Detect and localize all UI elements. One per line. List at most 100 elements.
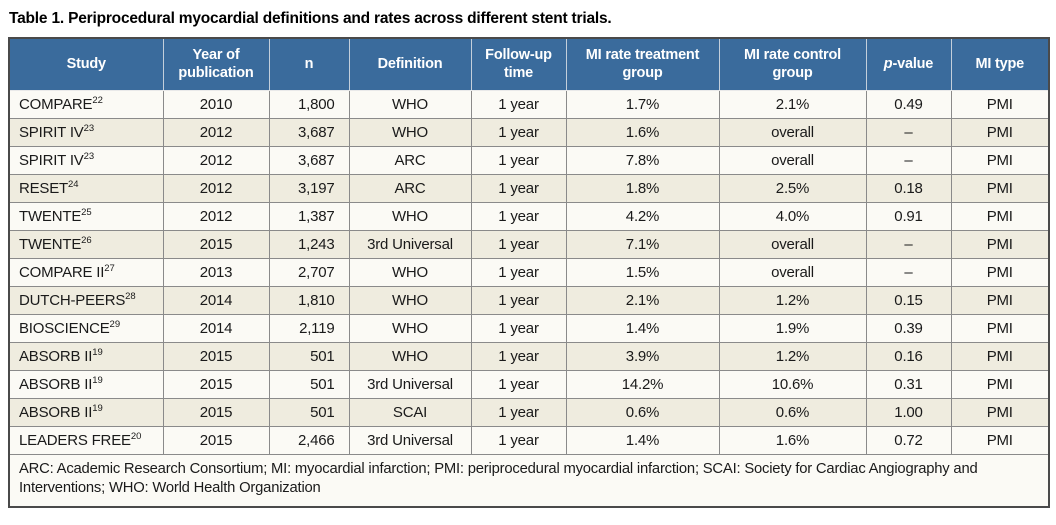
p-value-cell: – bbox=[865, 145, 951, 174]
mi-type-cell: PMI bbox=[950, 425, 1049, 454]
table-row: DUTCH-PEERS28 2014 1,810 WHO 1 year 2.1%… bbox=[9, 285, 1049, 314]
mi-rate-treatment-cell: 7.1% bbox=[565, 229, 719, 258]
follow-up-cell: 1 year bbox=[470, 229, 566, 258]
definition-cell: SCAI bbox=[348, 397, 471, 426]
p-value-cell: 0.15 bbox=[865, 285, 951, 314]
n-cell: 501 bbox=[268, 369, 349, 398]
follow-up-cell: 1 year bbox=[470, 257, 566, 286]
mi-type-cell: PMI bbox=[950, 341, 1049, 370]
reference-superscript: 19 bbox=[92, 346, 103, 358]
reference-superscript: 26 bbox=[81, 234, 92, 246]
table-row: TWENTE26 2015 1,243 3rd Universal 1 year… bbox=[9, 229, 1049, 258]
n-cell: 501 bbox=[268, 397, 349, 426]
mi-rate-control-cell: 4.0% bbox=[718, 201, 866, 230]
p-value-cell: – bbox=[865, 117, 951, 146]
study-cell: TWENTE26 bbox=[9, 229, 163, 258]
p-value-cell: – bbox=[865, 257, 951, 286]
mi-rate-treatment-cell: 1.5% bbox=[565, 257, 719, 286]
table-row: ABSORB II19 2015 501 3rd Universal 1 yea… bbox=[9, 369, 1049, 398]
p-value-italic-p: p bbox=[883, 56, 893, 73]
table-row: ABSORB II19 2015 501 WHO 1 year 3.9% 1.2… bbox=[9, 341, 1049, 370]
mi-type-cell: PMI bbox=[950, 285, 1049, 314]
abbreviations-footnote: ARC: Academic Research Consortium; MI: m… bbox=[9, 453, 1049, 507]
reference-superscript: 24 bbox=[68, 178, 79, 190]
year-cell: 2015 bbox=[162, 341, 269, 370]
reference-superscript: 25 bbox=[81, 206, 92, 218]
year-cell: 2015 bbox=[162, 397, 269, 426]
study-cell: ABSORB II19 bbox=[9, 369, 163, 398]
mi-rate-control-cell: 2.1% bbox=[718, 90, 866, 118]
follow-up-cell: 1 year bbox=[470, 117, 566, 146]
study-name: COMPARE bbox=[19, 95, 93, 113]
table-row: SPIRIT IV23 2012 3,687 ARC 1 year 7.8% o… bbox=[9, 145, 1049, 174]
column-header-p-value: p-value bbox=[865, 38, 951, 91]
follow-up-cell: 1 year bbox=[470, 425, 566, 454]
mi-type-cell: PMI bbox=[950, 173, 1049, 202]
reference-superscript: 19 bbox=[92, 402, 103, 414]
p-value-rest: -value bbox=[892, 56, 934, 73]
column-header-mi-control: MI rate control group bbox=[718, 38, 866, 91]
study-name: SPIRIT IV bbox=[19, 151, 84, 169]
follow-up-cell: 1 year bbox=[470, 341, 566, 370]
year-cell: 2015 bbox=[162, 369, 269, 398]
study-name: DUTCH-PEERS bbox=[19, 291, 126, 309]
definition-cell: 3rd Universal bbox=[348, 369, 471, 398]
n-cell: 2,119 bbox=[268, 313, 349, 342]
mi-type-cell: PMI bbox=[950, 369, 1049, 398]
year-cell: 2015 bbox=[162, 229, 269, 258]
column-header-mi-treatment: MI rate treatment group bbox=[565, 38, 719, 91]
mi-type-cell: PMI bbox=[950, 313, 1049, 342]
study-name: BIOSCIENCE bbox=[19, 319, 110, 337]
year-cell: 2012 bbox=[162, 173, 269, 202]
n-cell: 2,707 bbox=[268, 257, 349, 286]
table-row: COMPARE22 2010 1,800 WHO 1 year 1.7% 2.1… bbox=[9, 90, 1049, 118]
study-cell: ABSORB II19 bbox=[9, 397, 163, 426]
n-cell: 3,687 bbox=[268, 117, 349, 146]
table-row: SPIRIT IV23 2012 3,687 WHO 1 year 1.6% o… bbox=[9, 117, 1049, 146]
table-body: COMPARE22 2010 1,800 WHO 1 year 1.7% 2.1… bbox=[9, 90, 1049, 454]
follow-up-cell: 1 year bbox=[470, 369, 566, 398]
mi-type-cell: PMI bbox=[950, 90, 1049, 118]
mi-rate-control-cell: 1.6% bbox=[718, 425, 866, 454]
table-row: COMPARE II27 2013 2,707 WHO 1 year 1.5% … bbox=[9, 257, 1049, 286]
study-name: ABSORB II bbox=[19, 403, 93, 421]
year-cell: 2012 bbox=[162, 201, 269, 230]
study-name: LEADERS FREE bbox=[19, 431, 131, 449]
mi-rate-treatment-cell: 1.7% bbox=[565, 90, 719, 118]
mi-rate-control-cell: 2.5% bbox=[718, 173, 866, 202]
follow-up-cell: 1 year bbox=[470, 313, 566, 342]
mi-type-cell: PMI bbox=[950, 145, 1049, 174]
definition-cell: WHO bbox=[348, 341, 471, 370]
mi-rate-treatment-cell: 1.4% bbox=[565, 313, 719, 342]
p-value-cell: 0.49 bbox=[865, 90, 951, 118]
p-value-cell: 0.18 bbox=[865, 173, 951, 202]
mi-rate-treatment-cell: 14.2% bbox=[565, 369, 719, 398]
reference-superscript: 23 bbox=[83, 122, 95, 134]
mi-type-cell: PMI bbox=[950, 397, 1049, 426]
mi-rate-treatment-cell: 1.8% bbox=[565, 173, 719, 202]
table-title: Table 1. Periprocedural myocardial defin… bbox=[9, 10, 612, 27]
definition-cell: WHO bbox=[348, 201, 471, 230]
definition-cell: WHO bbox=[348, 313, 471, 342]
p-value-cell: – bbox=[865, 229, 951, 258]
table-row: RESET24 2012 3,197 ARC 1 year 1.8% 2.5% … bbox=[9, 173, 1049, 202]
definition-cell: ARC bbox=[348, 173, 471, 202]
study-name: ABSORB II bbox=[19, 347, 93, 365]
stent-trials-table: Study Year of publication n Definition F… bbox=[8, 37, 1050, 508]
p-value-cell: 0.91 bbox=[865, 201, 951, 230]
column-header-follow-up: Follow-up time bbox=[470, 38, 566, 91]
study-cell: COMPARE II27 bbox=[9, 257, 163, 286]
definition-cell: 3rd Universal bbox=[348, 425, 471, 454]
reference-superscript: 23 bbox=[83, 150, 95, 162]
definition-cell: WHO bbox=[348, 90, 471, 118]
follow-up-cell: 1 year bbox=[470, 397, 566, 426]
mi-rate-control-cell: 1.2% bbox=[718, 285, 866, 314]
study-cell: TWENTE25 bbox=[9, 201, 163, 230]
year-cell: 2012 bbox=[162, 117, 269, 146]
study-name: TWENTE bbox=[19, 235, 82, 253]
table-row: LEADERS FREE20 2015 2,466 3rd Universal … bbox=[9, 425, 1049, 454]
table-footer: ARC: Academic Research Consortium; MI: m… bbox=[9, 453, 1049, 507]
definition-cell: 3rd Universal bbox=[348, 229, 471, 258]
follow-up-cell: 1 year bbox=[470, 173, 566, 202]
mi-rate-control-cell: overall bbox=[718, 117, 866, 146]
